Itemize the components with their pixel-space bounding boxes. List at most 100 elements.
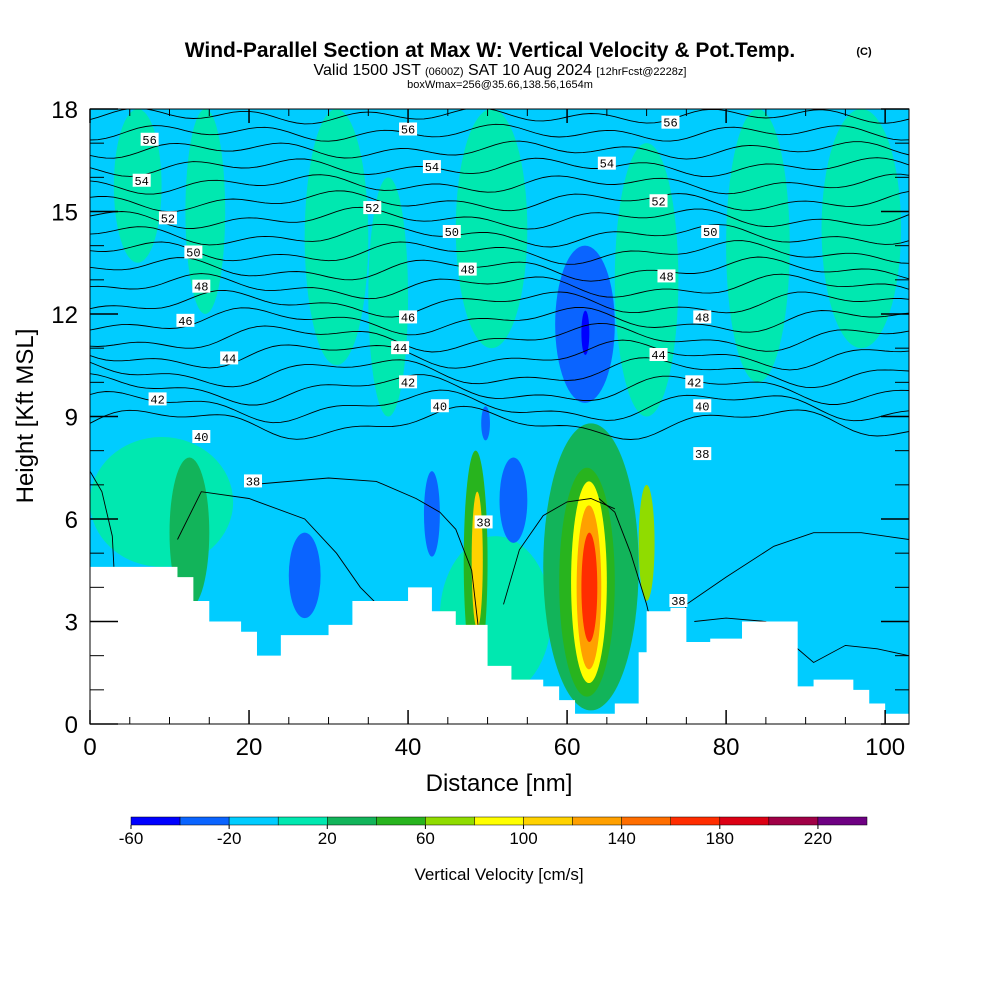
isentrope-label-54-1: 54 <box>132 173 151 189</box>
isentrope-label-44-6: 44 <box>220 351 239 366</box>
velocity-cell-24 <box>481 406 490 441</box>
svg-text:46: 46 <box>401 311 415 325</box>
chart-title: Wind-Parallel Section at Max W: Vertical… <box>185 39 796 62</box>
svg-text:50: 50 <box>445 226 459 240</box>
svg-text:42: 42 <box>687 376 701 390</box>
colorbar-tick-label: 180 <box>706 829 734 848</box>
velocity-cell-4 <box>455 109 528 349</box>
isentrope-13 <box>90 190 909 213</box>
colorbar-swatch-9 <box>572 816 622 826</box>
x-tick-label: 20 <box>236 734 263 761</box>
isentrope-11 <box>90 223 909 248</box>
colorbar-tick-label: 20 <box>318 829 337 848</box>
svg-text:52: 52 <box>651 195 665 209</box>
svg-text:50: 50 <box>703 226 717 240</box>
y-tick-label: 6 <box>65 507 78 534</box>
svg-text:38: 38 <box>246 475 260 489</box>
colorbar-swatch-10 <box>621 816 671 826</box>
isentrope-14 <box>90 173 909 195</box>
svg-text:44: 44 <box>393 342 407 356</box>
svg-text:54: 54 <box>600 158 614 172</box>
colorbar-tick-label: 60 <box>416 829 435 848</box>
isentrope-label-48-4: 48 <box>192 279 211 295</box>
isentrope-label-50-3: 50 <box>184 245 203 261</box>
low-isentrope-3 <box>503 498 615 605</box>
svg-text:42: 42 <box>401 376 415 390</box>
isentrope-18 <box>90 109 909 125</box>
low-isentrope-1 <box>248 477 481 639</box>
svg-text:48: 48 <box>659 270 673 284</box>
isentrope-12 <box>90 206 909 230</box>
isentrope-16 <box>90 140 909 160</box>
chart-subtitle: Valid 1500 JST (0600Z) SAT 10 Aug 2024 [… <box>314 62 687 79</box>
svg-text:48: 48 <box>695 311 709 325</box>
velocity-cell-2 <box>304 109 369 366</box>
svg-text:38: 38 <box>695 448 709 462</box>
isentrope-label-40-28: 40 <box>693 399 712 414</box>
isentrope-label-40-8: 40 <box>192 430 211 445</box>
svg-text:54: 54 <box>425 161 439 175</box>
isentrope-label-44-26: 44 <box>649 348 668 363</box>
svg-text:40: 40 <box>695 400 709 414</box>
utc-time: (0600Z) <box>425 66 464 78</box>
isentrope-label-54-21: 54 <box>597 156 616 172</box>
isentrope-6 <box>90 306 909 336</box>
isentrope-2 <box>90 373 909 406</box>
svg-text:56: 56 <box>663 117 677 131</box>
colorbar-swatch-0 <box>130 816 181 826</box>
colorbar-title: Vertical Velocity [cm/s] <box>414 865 583 884</box>
y-tick-label: 12 <box>51 302 78 329</box>
velocity-cell-7 <box>821 109 902 349</box>
velocity-cell-3 <box>368 177 409 417</box>
colorbar-tick-label: -60 <box>119 829 144 848</box>
isentrope-label-38-9: 38 <box>244 474 263 489</box>
isentrope-label-50-23: 50 <box>701 225 720 240</box>
velocity-cell-20 <box>581 310 590 355</box>
low-isentrope-5 <box>694 617 909 664</box>
svg-text:50: 50 <box>186 247 200 261</box>
chart-title-tag: (C) <box>856 46 872 58</box>
colorbar-tick-label: -20 <box>217 829 242 848</box>
isentrope-label-38-30: 38 <box>669 594 688 609</box>
isentrope-label-52-12: 52 <box>363 201 382 216</box>
isentrope-layer <box>90 109 909 664</box>
y-axis-title: Height [Kft MSL] <box>12 329 39 504</box>
colorbar-tick-label: 140 <box>607 829 635 848</box>
svg-text:56: 56 <box>142 134 156 148</box>
colorbar-swatch-12 <box>719 816 770 826</box>
colorbar-swatch-6 <box>425 816 475 826</box>
isentrope-label-48-14: 48 <box>458 262 477 278</box>
colorbar-swatch-13 <box>768 816 819 826</box>
velocity-cell-18 <box>581 532 598 642</box>
isentrope-label-50-13: 50 <box>442 225 461 240</box>
valid-time: Valid 1500 JST <box>314 62 422 79</box>
isentrope-label-52-2: 52 <box>158 211 177 226</box>
colorbar-swatch-3 <box>277 816 328 826</box>
svg-text:40: 40 <box>433 400 447 414</box>
svg-text:40: 40 <box>194 431 208 445</box>
svg-text:52: 52 <box>161 212 175 226</box>
isentrope-label-38-19: 38 <box>474 515 493 530</box>
terrain-mask <box>90 566 909 724</box>
y-tick-label: 0 <box>65 712 78 739</box>
x-tick-label: 40 <box>395 734 422 761</box>
svg-text:44: 44 <box>222 352 236 366</box>
chart-subtitle-2: boxWmax=256@35.66,138.56,1654m <box>407 79 593 91</box>
velocity-cell-6 <box>726 109 790 383</box>
forecast-run: [12hrFcst@2228z] <box>596 66 686 78</box>
y-tick-label: 18 <box>51 97 78 124</box>
svg-text:56: 56 <box>401 124 415 138</box>
isentrope-5 <box>90 322 909 353</box>
svg-text:52: 52 <box>365 202 379 216</box>
low-isentrope-0 <box>177 491 385 612</box>
isentrope-label-56-20: 56 <box>661 115 680 131</box>
isentrope-8 <box>90 273 909 300</box>
isentrope-0 <box>90 405 909 440</box>
colorbar-swatch-2 <box>228 816 279 826</box>
x-tick-label: 80 <box>713 734 740 761</box>
axis-ticks: 0 20 40 60 80 100 0 3 6 9 12 15 18 <box>51 97 909 761</box>
svg-text:48: 48 <box>460 264 474 278</box>
velocity-cell-1 <box>185 109 226 314</box>
svg-text:54: 54 <box>134 175 148 189</box>
